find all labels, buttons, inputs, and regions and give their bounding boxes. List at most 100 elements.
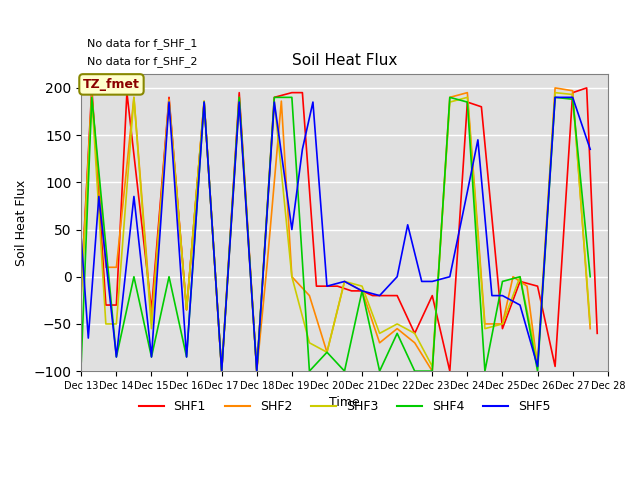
SHF5: [516, 302, 524, 308]
SHF4: [323, 349, 331, 355]
SHF5: [77, 236, 85, 242]
SHF5: [218, 368, 225, 374]
SHF1: [236, 90, 243, 96]
SHF4: [288, 95, 296, 100]
SHF2: [218, 368, 225, 374]
SHF5: [113, 354, 120, 360]
SHF2: [278, 98, 285, 104]
SHF1: [411, 331, 419, 336]
SHF3: [305, 340, 313, 346]
SHF5: [376, 293, 383, 299]
SHF1: [446, 368, 454, 374]
SHF1: [499, 326, 506, 332]
SHF2: [102, 264, 109, 270]
SHF4: [148, 354, 156, 360]
SHF4: [113, 354, 120, 360]
SHF2: [264, 260, 271, 265]
Y-axis label: Soil Heat Flux: Soil Heat Flux: [15, 180, 28, 265]
SHF4: [551, 95, 559, 100]
SHF5: [253, 368, 260, 374]
SHF4: [305, 368, 313, 374]
SHF4: [428, 368, 436, 374]
SHF2: [323, 349, 331, 355]
SHF3: [218, 368, 225, 374]
SHF4: [411, 368, 419, 374]
SHF4: [88, 95, 95, 100]
SHF3: [113, 321, 120, 327]
SHF4: [394, 331, 401, 336]
SHF2: [394, 326, 401, 332]
SHF5: [404, 222, 412, 228]
SHF2: [288, 274, 296, 279]
SHF5: [183, 354, 191, 360]
SHF4: [586, 274, 594, 279]
SHF5: [271, 99, 278, 105]
SHF5: [288, 227, 296, 232]
SHF1: [569, 90, 577, 96]
SHF2: [305, 293, 313, 299]
SHF3: [130, 95, 138, 100]
SHF1: [288, 90, 296, 96]
SHF4: [463, 99, 471, 105]
SHF3: [394, 321, 401, 327]
SHF2: [376, 340, 383, 346]
SHF5: [200, 99, 208, 105]
SHF3: [481, 326, 489, 332]
SHF2: [551, 85, 559, 91]
SHF2: [148, 316, 156, 322]
SHF2: [77, 288, 85, 294]
SHF2: [446, 95, 454, 100]
SHF2: [340, 278, 348, 284]
SHF2: [411, 340, 419, 346]
SHF1: [477, 104, 485, 109]
SHF5: [309, 99, 317, 105]
Text: No data for f_SHF_2: No data for f_SHF_2: [86, 56, 197, 67]
SHF2: [88, 92, 95, 97]
SHF1: [428, 293, 436, 299]
SHF4: [446, 95, 454, 100]
SHF1: [534, 283, 541, 289]
SHF2: [499, 321, 506, 327]
SHF5: [428, 278, 436, 284]
SHF2: [200, 98, 208, 104]
SHF5: [394, 274, 401, 279]
SHF4: [516, 274, 524, 279]
SHF2: [358, 288, 366, 294]
SHF1: [253, 368, 260, 374]
SHF5: [586, 146, 594, 152]
Text: No data for f_SHF_1: No data for f_SHF_1: [86, 38, 197, 49]
SHF3: [183, 307, 191, 312]
SHF2: [130, 95, 138, 100]
SHF4: [218, 368, 225, 374]
SHF3: [236, 98, 243, 104]
SHF2: [586, 326, 594, 332]
SHF3: [77, 293, 85, 299]
Text: TZ_fmet: TZ_fmet: [83, 78, 140, 91]
SHF1: [333, 283, 341, 289]
SHF2: [183, 307, 191, 312]
Line: SHF1: SHF1: [81, 88, 597, 371]
SHF1: [463, 99, 471, 105]
SHF3: [88, 95, 95, 100]
Line: SHF2: SHF2: [81, 88, 590, 371]
SHF1: [113, 302, 120, 308]
SHF3: [253, 368, 260, 374]
SHF4: [183, 354, 191, 360]
SHF3: [340, 278, 348, 284]
SHF3: [323, 349, 331, 355]
SHF4: [340, 368, 348, 374]
SHF5: [463, 189, 471, 194]
SHF4: [77, 359, 85, 365]
Title: Soil Heat Flux: Soil Heat Flux: [292, 53, 397, 69]
SHF1: [218, 368, 225, 374]
SHF2: [463, 90, 471, 96]
SHF1: [123, 90, 131, 96]
SHF1: [271, 95, 278, 100]
SHF3: [411, 331, 419, 336]
SHF4: [253, 368, 260, 374]
SHF5: [148, 354, 156, 360]
SHF3: [534, 359, 541, 365]
SHF2: [523, 283, 531, 289]
SHF5: [569, 95, 577, 100]
SHF4: [236, 95, 243, 100]
